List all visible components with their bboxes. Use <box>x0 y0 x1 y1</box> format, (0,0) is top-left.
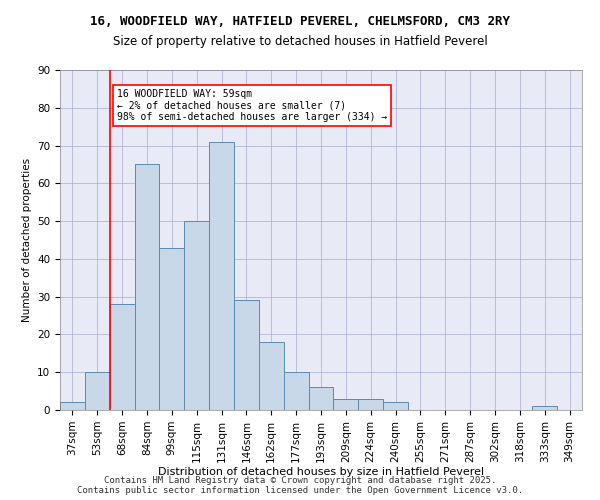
Bar <box>334 398 358 410</box>
Bar <box>209 142 234 410</box>
Text: Size of property relative to detached houses in Hatfield Peverel: Size of property relative to detached ho… <box>113 35 487 48</box>
Bar <box>60 402 85 410</box>
Bar <box>284 372 308 410</box>
Bar <box>110 304 134 410</box>
Text: Contains HM Land Registry data © Crown copyright and database right 2025.
Contai: Contains HM Land Registry data © Crown c… <box>77 476 523 495</box>
Text: 16, WOODFIELD WAY, HATFIELD PEVEREL, CHELMSFORD, CM3 2RY: 16, WOODFIELD WAY, HATFIELD PEVEREL, CHE… <box>90 15 510 28</box>
Text: 16 WOODFIELD WAY: 59sqm
← 2% of detached houses are smaller (7)
98% of semi-deta: 16 WOODFIELD WAY: 59sqm ← 2% of detached… <box>117 89 388 122</box>
Bar <box>358 398 383 410</box>
Bar <box>308 388 334 410</box>
X-axis label: Distribution of detached houses by size in Hatfield Peverel: Distribution of detached houses by size … <box>158 468 484 477</box>
Bar <box>160 248 184 410</box>
Bar <box>259 342 284 410</box>
Bar <box>134 164 160 410</box>
Bar <box>85 372 110 410</box>
Bar <box>532 406 557 410</box>
Bar <box>234 300 259 410</box>
Bar <box>184 221 209 410</box>
Y-axis label: Number of detached properties: Number of detached properties <box>22 158 32 322</box>
Bar <box>383 402 408 410</box>
